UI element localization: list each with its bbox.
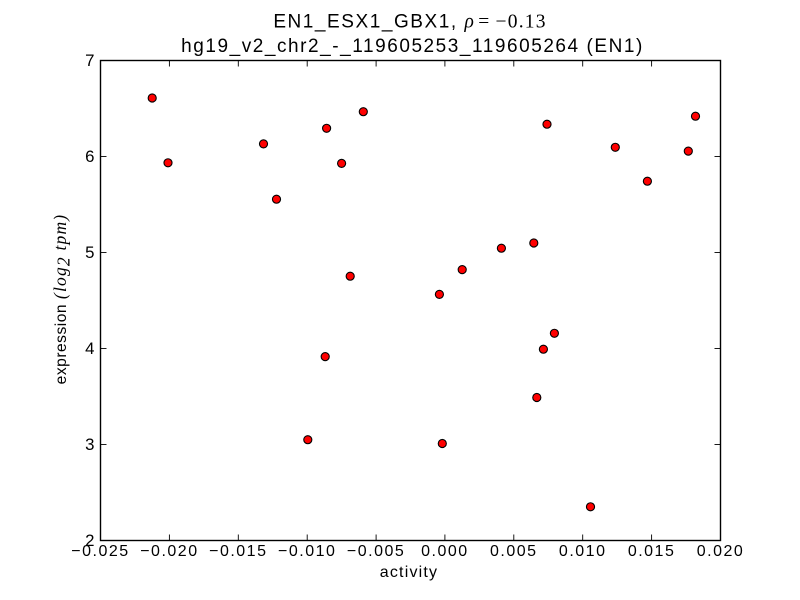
svg-text:EN1_ESX1_GBX1, ρ = −0.13: EN1_ESX1_GBX1, ρ = −0.13 — [273, 11, 546, 32]
svg-text:−0.015: −0.015 — [209, 543, 267, 560]
svg-text:expression (log2 tpm): expression (log2 tpm) — [50, 214, 74, 385]
svg-text:activity: activity — [380, 564, 439, 581]
svg-text:5: 5 — [85, 243, 94, 262]
svg-text:hg19_v2_chr2_-_119605253_11960: hg19_v2_chr2_-_119605253_119605264 (EN1) — [181, 36, 644, 57]
svg-text:−0.020: −0.020 — [140, 543, 198, 560]
svg-text:0.015: 0.015 — [628, 543, 676, 560]
svg-text:4: 4 — [85, 339, 94, 358]
svg-text:0.010: 0.010 — [559, 543, 607, 560]
svg-text:0.020: 0.020 — [697, 543, 745, 560]
svg-text:−0.010: −0.010 — [278, 543, 336, 560]
svg-text:0.000: 0.000 — [421, 543, 469, 560]
svg-text:0.005: 0.005 — [490, 543, 538, 560]
svg-text:−0.025: −0.025 — [71, 543, 129, 560]
svg-text:6: 6 — [85, 147, 94, 166]
svg-text:−0.005: −0.005 — [347, 543, 405, 560]
svg-text:3: 3 — [85, 435, 94, 454]
svg-text:7: 7 — [85, 51, 94, 70]
svg-text:2: 2 — [85, 531, 94, 550]
